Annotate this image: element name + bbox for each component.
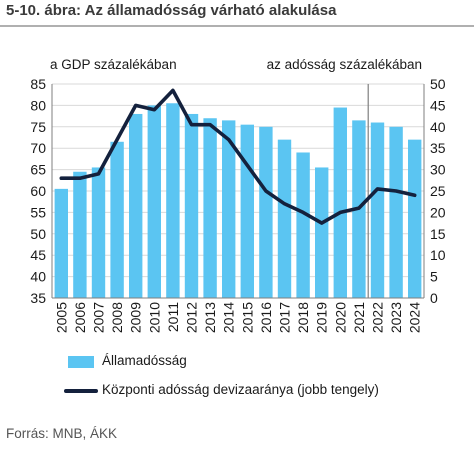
right-tick-label: 0 bbox=[430, 290, 438, 306]
right-tick-label: 40 bbox=[430, 119, 446, 135]
x-tick-label-2007: 2007 bbox=[91, 302, 107, 333]
x-tick-label-2012: 2012 bbox=[184, 302, 200, 333]
x-tick-label-2009: 2009 bbox=[128, 302, 144, 333]
left-tick-label: 50 bbox=[30, 226, 46, 242]
bar-2010 bbox=[147, 105, 161, 299]
legend-bar-swatch bbox=[68, 356, 94, 368]
bar-2016 bbox=[259, 126, 273, 298]
right-tick-label: 35 bbox=[430, 140, 446, 156]
left-tick-label: 70 bbox=[30, 140, 46, 156]
right-tick-label: 5 bbox=[430, 269, 438, 285]
title-divider bbox=[0, 25, 474, 27]
x-tick-label-2014: 2014 bbox=[221, 302, 237, 333]
bar-2023 bbox=[389, 126, 403, 298]
bar-2024 bbox=[408, 139, 422, 298]
tick-labels: 35 40 45 50 55 60 65 70 75 80 85 0 5 10 15 20 25 30 35 40 45… bbox=[30, 76, 445, 333]
legend-line-label: Központi adósság devizaaránya (jobb teng… bbox=[102, 382, 379, 397]
left-tick-label: 35 bbox=[30, 290, 46, 306]
x-tick-label-2018: 2018 bbox=[295, 302, 311, 333]
bar-2005 bbox=[54, 188, 68, 298]
bar-series bbox=[54, 103, 422, 299]
x-tick-label-2022: 2022 bbox=[370, 302, 386, 333]
x-tick-label-2010: 2010 bbox=[146, 302, 162, 333]
bar-2013 bbox=[203, 118, 217, 299]
bar-2018 bbox=[296, 152, 310, 298]
x-tick-label-2016: 2016 bbox=[258, 302, 274, 333]
left-tick-label: 40 bbox=[30, 269, 46, 285]
bar-2019 bbox=[315, 167, 329, 298]
x-tick-label-2024: 2024 bbox=[407, 302, 423, 333]
legend-bar-label: Államadósság bbox=[102, 353, 187, 368]
right-tick-label: 25 bbox=[430, 183, 446, 199]
right-tick-label: 10 bbox=[430, 247, 446, 263]
right-tick-label: 30 bbox=[430, 162, 446, 178]
bar-2020 bbox=[333, 107, 347, 298]
x-tick-label-2017: 2017 bbox=[277, 302, 293, 333]
line-foreign-share bbox=[59, 88, 417, 225]
bar-2014 bbox=[222, 120, 236, 298]
x-tick-label-2019: 2019 bbox=[314, 302, 330, 333]
bar-2009 bbox=[129, 113, 143, 299]
left-tick-label: 65 bbox=[30, 162, 46, 178]
chart-title: 5-10. ábra: Az államadósság várható alak… bbox=[6, 2, 337, 19]
x-tick-label-2011: 2011 bbox=[165, 302, 181, 332]
right-tick-label: 45 bbox=[430, 97, 446, 113]
bar-2006 bbox=[73, 171, 87, 298]
bar-2007 bbox=[91, 167, 106, 298]
x-tick-label-2005: 2005 bbox=[53, 302, 69, 333]
bar-2011 bbox=[166, 103, 180, 298]
x-tick-label-2020: 2020 bbox=[332, 302, 348, 333]
left-tick-label: 60 bbox=[30, 183, 46, 199]
bar-2022 bbox=[370, 122, 385, 299]
left-tick-label: 85 bbox=[30, 76, 46, 92]
right-tick-label: 15 bbox=[430, 226, 446, 242]
x-tick-label-2008: 2008 bbox=[109, 302, 125, 333]
left-tick-label: 45 bbox=[30, 247, 46, 263]
bar-2017 bbox=[277, 139, 292, 298]
bar-2015 bbox=[240, 124, 254, 298]
right-axis-label: az adósság százalékában bbox=[266, 57, 422, 72]
source-note: Forrás: MNB, ÁKK bbox=[6, 426, 118, 441]
line-series bbox=[59, 88, 417, 225]
x-tick-label-2021: 2021 bbox=[351, 302, 367, 333]
x-tick-label-2023: 2023 bbox=[388, 302, 404, 333]
x-tick-label-2015: 2015 bbox=[239, 302, 255, 333]
right-tick-label: 50 bbox=[430, 76, 446, 92]
left-tick-label: 55 bbox=[30, 204, 46, 220]
left-axis-label: a GDP százalékában bbox=[50, 57, 177, 72]
left-tick-label: 75 bbox=[30, 119, 46, 135]
axes bbox=[51, 84, 425, 299]
x-tick-label-2006: 2006 bbox=[72, 302, 88, 333]
right-tick-label: 20 bbox=[430, 204, 446, 220]
x-tick-label-2013: 2013 bbox=[202, 302, 218, 333]
legend-line-swatch bbox=[64, 389, 98, 393]
bar-2012 bbox=[184, 113, 199, 299]
bar-2008 bbox=[110, 141, 124, 298]
left-tick-label: 80 bbox=[30, 97, 46, 113]
